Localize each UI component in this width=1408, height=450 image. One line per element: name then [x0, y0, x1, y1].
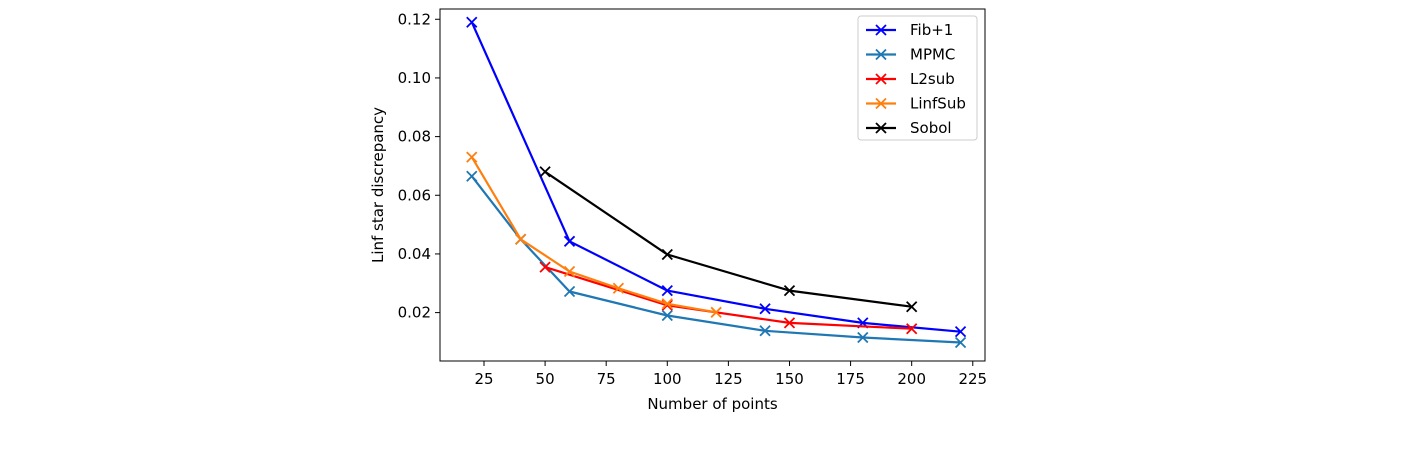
data-point-mpmc	[563, 285, 576, 298]
legend-entry-l2sub: L2sub	[866, 70, 955, 88]
series-l2sub	[539, 261, 918, 335]
data-point-sobol	[783, 284, 796, 297]
x-axis-label: Number of points	[647, 395, 778, 413]
legend-box	[857, 15, 978, 141]
data-point-sobol	[906, 301, 918, 313]
legend-label: Fib+1	[910, 21, 953, 39]
data-point-l2sub	[906, 323, 918, 335]
series-mpmc	[466, 170, 967, 349]
data-point-mpmc	[759, 325, 771, 337]
data-point-mpmc	[466, 170, 478, 182]
plot-frame	[439, 8, 986, 362]
legend-marker	[875, 122, 887, 134]
data-point-l2sub	[783, 317, 796, 329]
y-axis-label: Linf star discrepancy	[369, 107, 387, 263]
data-point-mpmc	[857, 331, 869, 344]
legend-entry-mpmc: MPMC	[866, 46, 955, 64]
data-point-fib-1	[954, 326, 967, 338]
x-tick-label: 200	[897, 370, 926, 388]
legend-entry-linfsub: LinfSub	[866, 95, 966, 113]
legend-label: Sobol	[910, 119, 952, 137]
x-tick-label: 50	[536, 370, 555, 388]
legend-label: L2sub	[910, 70, 955, 88]
legend-marker	[875, 48, 887, 61]
data-point-fib-1	[563, 235, 576, 247]
x-tick-label: 175	[836, 370, 865, 388]
data-point-linfsub	[710, 306, 722, 318]
series-line-linfsub	[470, 156, 717, 314]
data-point-linfsub	[466, 151, 478, 163]
y-tick-label: 0.02	[398, 304, 431, 322]
data-point-fib-1	[661, 284, 673, 297]
series-line-fib-1	[470, 21, 961, 333]
data-point-linfsub	[515, 233, 527, 245]
data-point-linfsub	[563, 265, 576, 278]
y-tick-label: 0.12	[398, 10, 431, 28]
x-axis-ticks: 25 50 75 100 125 150 175 200 225	[474, 361, 987, 388]
legend: Fib+1 MPMC L2sub LinfSub Sobol	[857, 15, 978, 141]
y-tick-label: 0.10	[398, 69, 431, 87]
series-line-l2sub	[544, 266, 912, 330]
data-point-fib-1	[759, 303, 771, 315]
legend-entry-sobol: Sobol	[866, 119, 952, 137]
x-tick-label: 125	[714, 370, 743, 388]
legend-marker	[875, 73, 887, 85]
data-point-fib-1	[466, 16, 478, 28]
x-tick-label: 25	[474, 370, 493, 388]
x-tick-label: 150	[775, 370, 804, 388]
plot-lines	[466, 16, 967, 349]
data-point-linfsub	[661, 298, 673, 310]
legend-marker	[875, 97, 887, 110]
data-point-mpmc	[954, 336, 967, 349]
legend-label: MPMC	[910, 46, 955, 64]
x-tick-label: 100	[653, 370, 682, 388]
data-point-sobol	[539, 166, 551, 178]
series-line-sobol	[544, 170, 912, 308]
y-tick-label: 0.08	[398, 128, 431, 146]
data-point-l2sub	[539, 261, 551, 273]
legend-marker	[875, 24, 887, 36]
y-tick-label: 0.04	[398, 245, 431, 263]
y-tick-label: 0.06	[398, 186, 431, 204]
series-linfsub	[466, 151, 722, 318]
data-point-linfsub	[612, 282, 625, 294]
legend-entry-fib-1: Fib+1	[866, 21, 953, 39]
x-tick-label: 225	[958, 370, 987, 388]
y-axis-ticks: 0.02 0.04 0.06 0.08 0.10 0.12	[398, 10, 440, 322]
series-sobol	[539, 166, 918, 313]
data-point-mpmc	[661, 309, 673, 322]
x-tick-label: 75	[597, 370, 616, 388]
series-line-mpmc	[470, 175, 961, 344]
legend-label: LinfSub	[910, 95, 966, 113]
data-point-sobol	[661, 248, 673, 261]
